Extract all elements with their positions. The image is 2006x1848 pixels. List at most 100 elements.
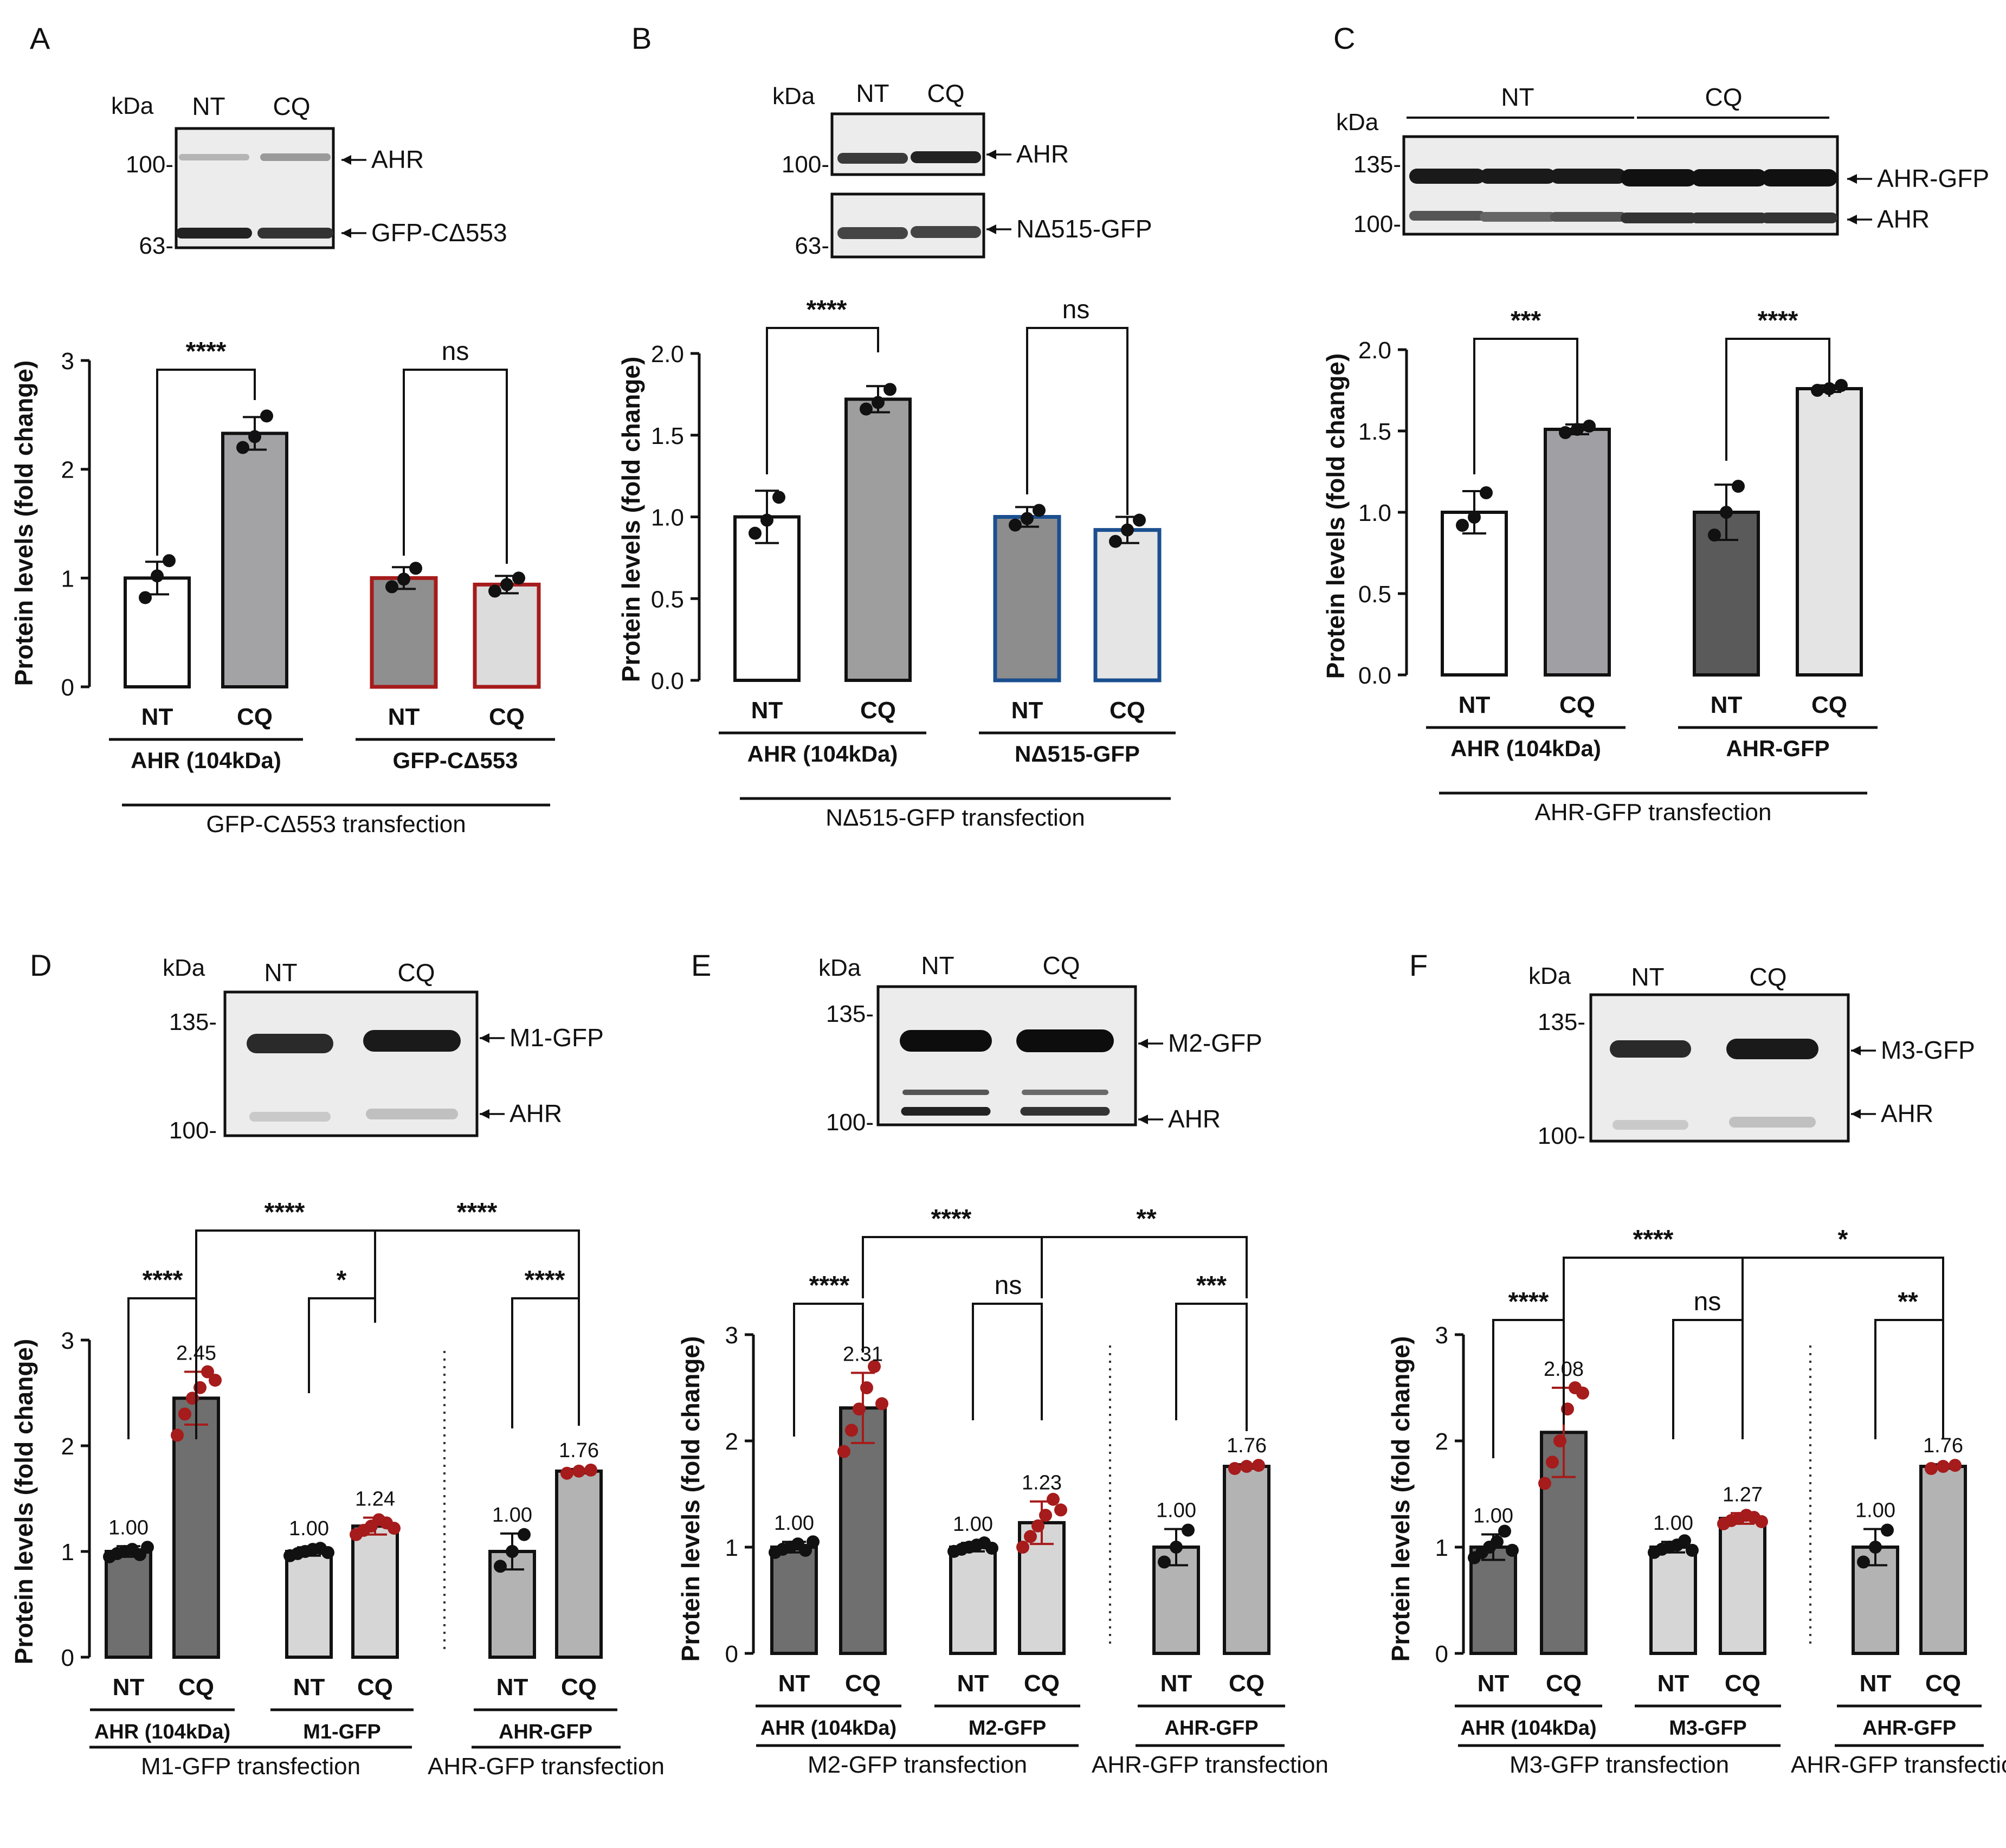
data-point [260,409,273,423]
data-point [506,1545,519,1558]
protein-band [1480,212,1556,222]
significance-label: ns [1062,295,1090,324]
data-point [883,383,896,396]
mw-marker: 63- [795,233,829,259]
panel-letter: E [691,948,711,982]
lane-label: NT [921,951,954,980]
x-category-label: NT [113,1674,145,1701]
band-arrow-head [341,228,351,238]
y-tick-label: 2 [61,1433,74,1460]
mw-marker: 100- [826,1109,874,1136]
data-point [1182,1523,1195,1537]
x-category-label: NT [1011,697,1043,724]
data-point [397,572,410,586]
kda-label: kDa [1336,109,1379,136]
y-axis-label: Protein levels (fold change) [10,360,38,686]
bar-chart-3: 0 1 2 3 Protein levels (fold change) NT 1.00 CQ… [10,1198,665,1780]
data-point [236,441,249,454]
x-category-label: CQ [1925,1670,1961,1697]
bar-chart-0: 0 1 2 3 Protein levels (fold change) NT CQ AHR … [10,337,555,838]
group-label: AHR (104kDa) [760,1717,896,1740]
data-point [494,1560,507,1573]
y-tick-label: 0.0 [651,668,684,694]
data-bar [949,1546,997,1655]
x-category-label: NT [388,704,420,730]
data-point [385,580,398,594]
significance-label: **** [186,337,227,366]
significance-bracket [403,369,508,564]
value-label: 1.76 [559,1439,599,1462]
data-point [860,402,873,416]
value-label: 1.24 [355,1488,395,1511]
data-point [1468,511,1481,524]
data-point [837,1445,850,1458]
group-label: AHR-GFP [499,1721,592,1743]
band-arrow-head [1138,1115,1148,1124]
protein-band [1726,1039,1818,1059]
data-bar [844,397,912,682]
protein-band [1691,213,1767,223]
protein-band [257,228,333,239]
blot-frame [1589,993,1850,1143]
blot-frame [876,985,1137,1126]
band-label: M2-GFP [1168,1029,1262,1057]
data-point [171,1428,184,1442]
data-point [560,1466,573,1480]
bar-chart-2: 0.0 0.5 1.0 1.5 2.0 Protein levels (fold chan… [1321,306,1878,826]
group-label: AHR-GFP [1726,736,1829,761]
significance-bracket [1492,1319,1565,1458]
y-axis-label: Protein levels (fold change) [617,357,645,682]
significance-label: **** [809,1271,850,1300]
data-bar [1649,1546,1697,1655]
lane-label: NT [192,92,225,120]
x-category-label: NT [293,1674,325,1701]
data-point [151,569,164,583]
y-tick-label: 1.0 [651,505,684,531]
data-point [872,396,885,409]
protein-band [901,1107,991,1116]
mw-marker: 100- [126,151,173,178]
y-tick-label: 1 [61,565,74,592]
significance-bracket [195,1229,376,1297]
blot-frame [830,192,985,259]
protein-band [1022,1090,1108,1095]
group-label: AHR-GFP [1164,1717,1258,1740]
mw-marker: 135- [1353,151,1401,178]
significance-label: **** [1758,306,1798,335]
x-category-label: CQ [357,1674,393,1701]
value-label: 1.76 [1227,1434,1267,1457]
protein-band [1621,213,1697,223]
significance-bracket [1741,1257,1944,1320]
western-blot-4: kDa NT CQ 135- 100- M2-GFP AHR [818,951,1262,1136]
data-point [845,1424,858,1437]
data-point [860,1381,873,1394]
protein-band [1409,211,1485,221]
data-point [1456,519,1469,532]
data-point [1009,518,1022,532]
significance-bracket [511,1297,580,1428]
data-point [163,554,176,568]
significance-label: ns [1694,1287,1721,1316]
significance-label: * [337,1266,347,1295]
bar-chart-4: 0 1 2 3 Protein levels (fold change) NT 1.00 CQ… [676,1205,1328,1778]
y-axis-label: Protein levels (fold change) [10,1339,38,1665]
kda-label: kDa [772,83,815,110]
band-arrow-head [1847,174,1857,184]
data-point [1252,1459,1265,1472]
transfection-label: AHR-GFP transfection [1092,1752,1328,1778]
data-point [1228,1461,1241,1475]
data-point [1491,1535,1504,1549]
data-bar [105,1550,152,1659]
data-point [1937,1460,1950,1473]
group-label: AHR (104kDa) [131,748,281,773]
band-label: GFP-CΔ553 [371,218,507,247]
data-point [1498,1524,1511,1538]
group-label: AHR-GFP [1862,1717,1956,1740]
protein-band [1610,1040,1691,1058]
protein-band [1691,169,1767,186]
protein-band [902,1090,989,1095]
x-category-label: NT [1160,1670,1192,1697]
kda-label: kDa [1528,963,1571,989]
value-label: 1.00 [774,1512,814,1535]
significance-label: **** [931,1205,972,1233]
